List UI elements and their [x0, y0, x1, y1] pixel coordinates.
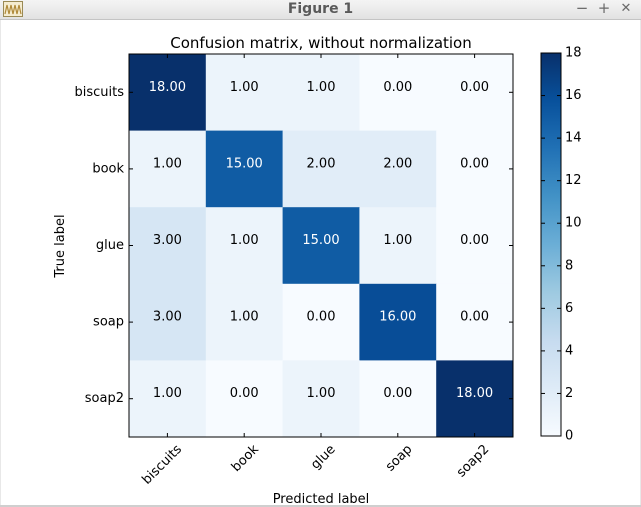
cell-value-label: 1.00: [153, 386, 182, 401]
heatmap-cell-labels: 18.00 1.00 1.00 0.00 0.00 1.00 15.00 2.00 2.00 0.…: [149, 80, 493, 401]
heatmap-cell-r3-c3: [359, 283, 437, 361]
cell-value-label: 0.00: [307, 310, 336, 325]
cell-value-label: 15.00: [302, 233, 339, 248]
heatmap-cell-r4-c3: [359, 360, 437, 438]
cell-value-label: 0.00: [383, 80, 412, 95]
heatmap-cell-r0-c4: [436, 54, 514, 132]
cell-value-label: 0.00: [460, 310, 489, 325]
cell-value-label: 0.00: [460, 156, 489, 171]
cell-value-label: 1.00: [230, 233, 259, 248]
cell-value-label: 0.00: [460, 233, 489, 248]
x-tick-label: soap2: [454, 442, 492, 480]
cell-value-label: 15.00: [226, 156, 263, 171]
heatmap-cell-r2-c0: [129, 207, 207, 285]
colorbar-ticks: 0 2 4 6 8 10 12 14 16 18: [541, 46, 582, 444]
cell-value-label: 0.00: [383, 386, 412, 401]
maximize-button[interactable]: +: [597, 0, 611, 17]
cell-value-label: 0.00: [460, 80, 489, 95]
heatmap-cell-r2-c2: [282, 207, 360, 285]
cell-value-label: 3.00: [153, 310, 182, 325]
colorbar-tick-label: 4: [565, 343, 573, 358]
figure-canvas: Confusion matrix, without normalization …: [1, 20, 640, 505]
cell-value-label: 1.00: [230, 80, 259, 95]
heatmap-cell-r3-c1: [205, 283, 284, 361]
heatmap-cell-r3-c2: [282, 283, 360, 361]
heatmap-cell-r1-c0: [129, 130, 207, 208]
heatmap-cell-r0-c3: [359, 54, 437, 132]
colorbar-tick-label: 12: [565, 173, 582, 188]
window-titlebar: Figure 1 − + ✕: [0, 0, 641, 20]
cell-value-label: 1.00: [383, 233, 412, 248]
colorbar-tick-label: 10: [565, 216, 582, 231]
y-axis: biscuits book glue soap soap2: [74, 85, 513, 406]
heatmap-cells: [129, 54, 514, 438]
app-icon: [3, 1, 23, 17]
cell-value-label: 16.00: [379, 310, 416, 325]
cell-value-label: 1.00: [307, 80, 336, 95]
heatmap-cell-r4-c0: [129, 360, 207, 438]
y-tick-label: glue: [96, 238, 124, 253]
y-tick-label: soap2: [85, 391, 124, 406]
heatmap-cell-r2-c3: [359, 207, 437, 285]
heatmap-cell-r1-c3: [359, 130, 437, 208]
cell-value-label: 18.00: [456, 386, 493, 401]
colorbar-tick-label: 2: [565, 386, 573, 401]
colorbar-tick-label: 14: [565, 131, 582, 146]
heatmap-cell-r2-c4: [436, 207, 514, 285]
chart-title: Confusion matrix, without normalization: [170, 34, 472, 52]
colorbar-tick-label: 18: [565, 46, 582, 61]
confusion-matrix-figure: Confusion matrix, without normalization …: [53, 34, 582, 505]
cell-value-label: 1.00: [307, 386, 336, 401]
heatmap-cell-r3-c0: [129, 283, 207, 361]
cell-value-label: 1.00: [153, 156, 182, 171]
minimize-button[interactable]: −: [575, 0, 589, 17]
x-tick-label: glue: [308, 442, 338, 472]
window-bottom-edge: [0, 505, 641, 507]
heatmap-cell-r0-c2: [282, 54, 360, 132]
heatmap-cell-r4-c1: [205, 360, 284, 438]
y-axis-label: True label: [53, 214, 68, 278]
cell-value-label: 18.00: [149, 80, 186, 95]
cell-value-label: 2.00: [383, 156, 412, 171]
x-tick-label: book: [229, 442, 262, 475]
x-axis-label: Predicted label: [273, 492, 370, 505]
heatmap-cell-r0-c0: [129, 54, 207, 132]
heatmap-cell-r1-c1: [205, 130, 284, 208]
window-title: Figure 1: [287, 1, 354, 17]
cell-value-label: 0.00: [230, 386, 259, 401]
heatmap-cell-r2-c1: [205, 207, 284, 285]
cell-value-label: 1.00: [230, 310, 259, 325]
heatmap-cell-r0-c1: [205, 54, 284, 132]
colorbar-tick-label: 16: [565, 88, 582, 103]
cell-value-label: 3.00: [153, 233, 182, 248]
y-tick-label: soap: [93, 315, 124, 330]
heatmap-cell-r3-c4: [436, 283, 514, 361]
heatmap-cell-r4-c4: [436, 360, 514, 438]
colorbar: [540, 52, 562, 437]
colorbar-tick-label: 8: [565, 258, 573, 273]
x-tick-label: biscuits: [139, 442, 185, 488]
colorbar-tick-label: 6: [565, 301, 573, 316]
heatmap-cell-r1-c2: [282, 130, 360, 208]
heatmap-cell-r4-c2: [282, 360, 360, 438]
y-tick-label: book: [92, 161, 124, 176]
y-tick-label: biscuits: [74, 85, 124, 100]
cell-value-label: 2.00: [307, 156, 336, 171]
heatmap-cell-r1-c4: [436, 130, 514, 208]
colorbar-tick-label: 0: [565, 429, 573, 444]
x-tick-label: soap: [383, 442, 415, 474]
close-button[interactable]: ✕: [620, 1, 632, 16]
